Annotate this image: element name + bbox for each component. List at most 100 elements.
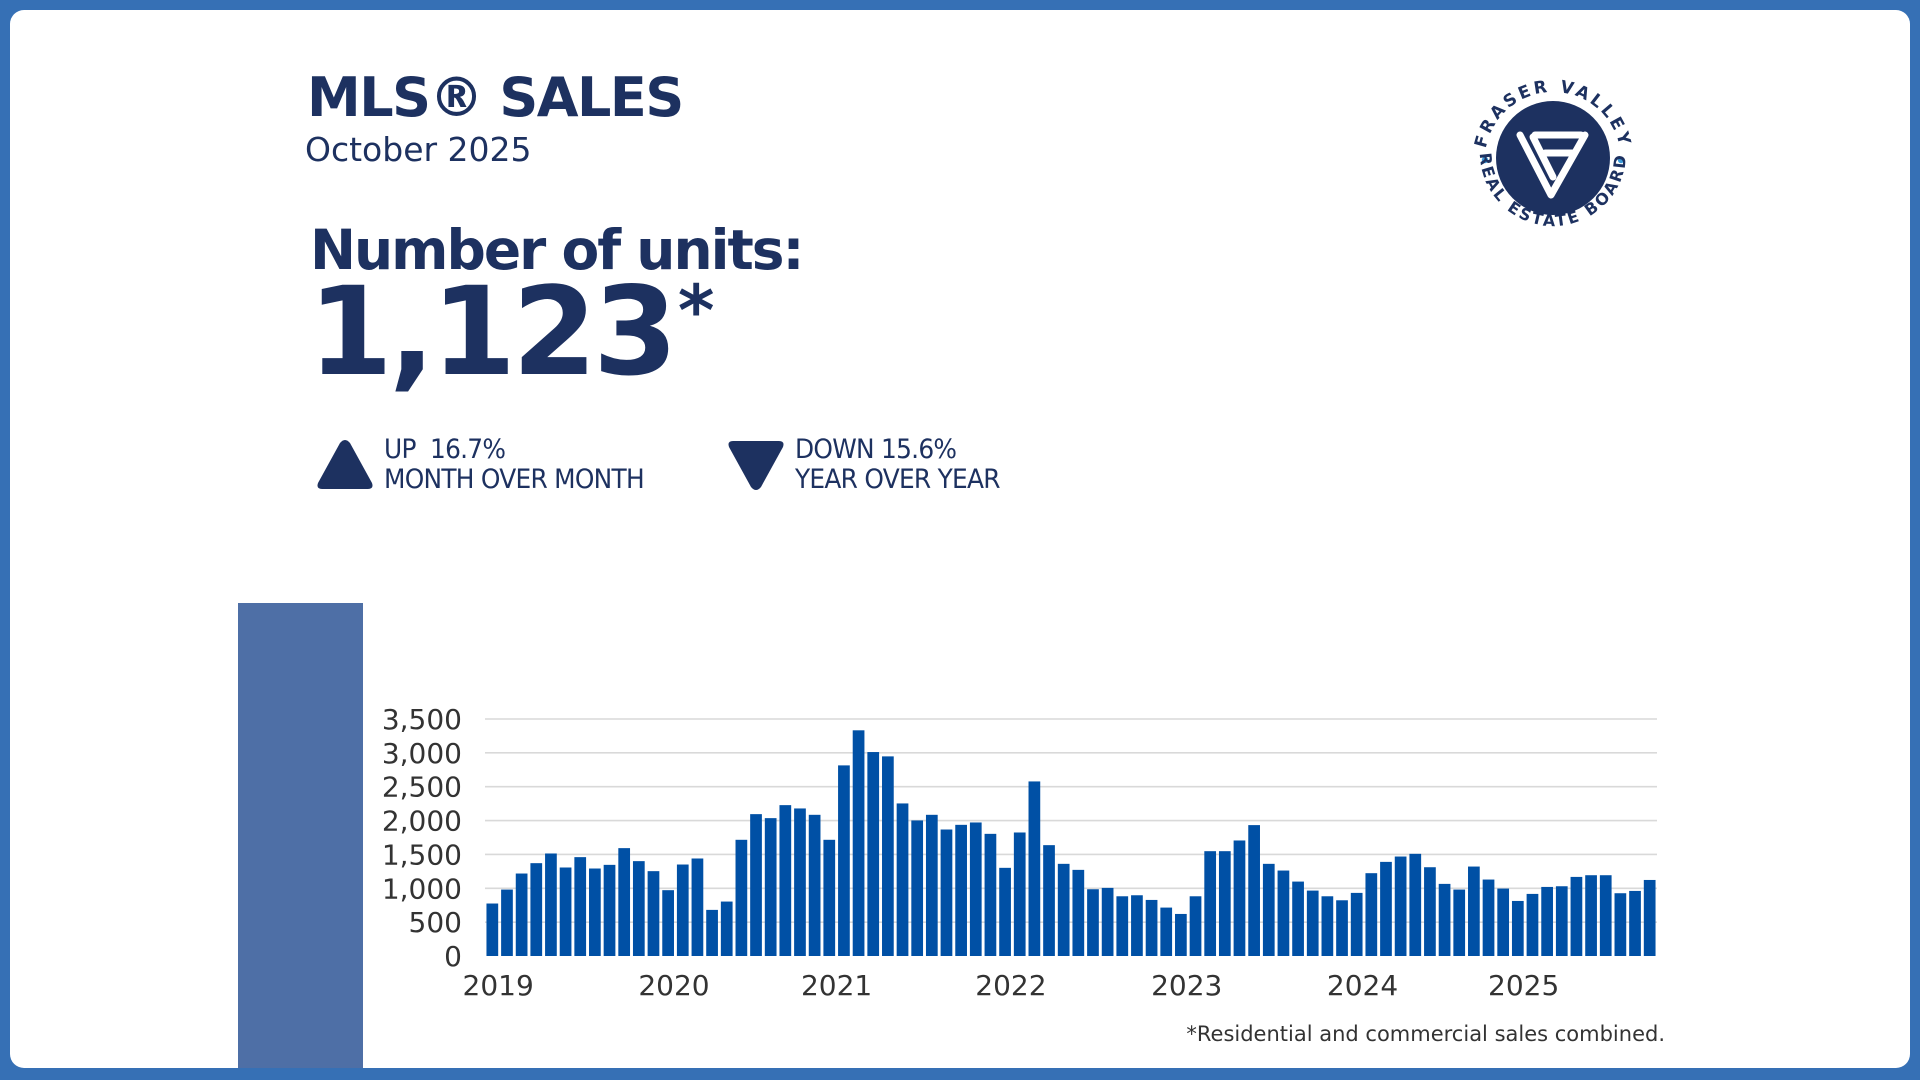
decorative-accent-bar — [238, 603, 363, 1068]
bar — [1277, 870, 1290, 956]
chart-x-axis: 2019 2020 2021 2022 2023 2024 2025 — [463, 969, 1560, 1002]
bar — [1614, 893, 1627, 956]
chart-bars — [486, 730, 1656, 956]
x-tick-label: 2020 — [638, 969, 709, 1002]
bar — [1101, 887, 1114, 956]
fvreb-logo: FRASER VALLEY REAL ESTATE BOARD — [1463, 65, 1643, 250]
bar — [1013, 832, 1026, 956]
bar — [720, 901, 733, 956]
bar — [925, 814, 938, 956]
y-tick-label: 3,000 — [382, 737, 462, 770]
bar — [559, 867, 572, 956]
bar — [808, 814, 821, 956]
mom-value: UP 16.7% — [384, 434, 506, 465]
bar — [1248, 825, 1260, 956]
bar — [750, 814, 762, 956]
y-tick-label: 2,000 — [382, 805, 462, 838]
bar — [1116, 896, 1129, 956]
bar — [545, 853, 557, 956]
bar — [1468, 866, 1480, 956]
bar — [1438, 883, 1451, 956]
period-subtitle: October 2025 — [305, 130, 532, 169]
bar — [1570, 876, 1583, 956]
bar — [779, 805, 792, 956]
chart-gridlines — [485, 718, 1657, 923]
bar — [1145, 899, 1158, 956]
bar — [515, 873, 528, 956]
bar — [1175, 913, 1187, 956]
yoy-value: DOWN 15.6% — [795, 434, 957, 465]
y-tick-label: 1,000 — [382, 872, 462, 905]
bar — [589, 868, 601, 956]
bar — [1233, 840, 1246, 956]
bar — [647, 871, 660, 956]
bar — [1555, 886, 1568, 956]
x-tick-label: 2023 — [1151, 969, 1222, 1002]
bar — [1453, 889, 1466, 956]
bar — [735, 839, 748, 956]
bar — [882, 756, 894, 956]
year-over-year-change: DOWN 15.6% YEAR OVER YEAR — [727, 435, 1018, 495]
bar — [1043, 845, 1055, 956]
bar — [1380, 861, 1392, 956]
bar — [1629, 890, 1641, 956]
bar — [764, 818, 777, 956]
footnote: *Residential and commercial sales combin… — [1186, 1022, 1665, 1046]
bar — [999, 867, 1011, 956]
bar — [1424, 867, 1436, 956]
y-tick-label: 1,500 — [382, 838, 462, 871]
bar — [1409, 853, 1422, 956]
x-tick-label: 2019 — [463, 969, 534, 1002]
mom-label: MONTH OVER MONTH — [384, 464, 645, 495]
page-title: MLS® SALES — [307, 66, 684, 129]
bar — [1321, 896, 1334, 956]
logo-dot-left — [1481, 156, 1489, 164]
x-tick-label: 2022 — [975, 969, 1046, 1002]
triangle-down-icon — [727, 439, 785, 491]
y-tick-label: 500 — [409, 906, 462, 939]
logo-dot-right — [1617, 156, 1625, 164]
bar — [1365, 873, 1378, 956]
units-label: Number of units: — [310, 218, 804, 282]
y-tick-label: 2,500 — [382, 771, 462, 804]
bar — [1350, 892, 1363, 956]
bar — [1541, 886, 1553, 956]
bar — [984, 833, 997, 956]
bar — [955, 824, 967, 956]
bar — [1087, 889, 1099, 956]
bar — [1497, 888, 1510, 956]
fv-mark-icon — [1516, 131, 1589, 199]
bar — [1394, 856, 1407, 956]
bar — [676, 864, 689, 956]
triangle-up-icon — [316, 439, 374, 491]
bar — [574, 857, 587, 956]
bar — [1160, 907, 1173, 956]
bar — [1511, 900, 1524, 956]
units-asterisk: * — [677, 270, 715, 352]
bar — [969, 822, 982, 956]
bar — [603, 864, 616, 956]
bar — [794, 808, 806, 956]
bar — [1218, 851, 1231, 956]
bar — [691, 858, 704, 956]
x-tick-label: 2025 — [1488, 969, 1559, 1002]
bar — [1204, 851, 1217, 956]
bar — [501, 889, 513, 956]
units-value: 1,123* — [308, 265, 715, 399]
bar — [530, 863, 543, 956]
bar — [867, 752, 880, 956]
bar — [823, 839, 836, 956]
bar — [1057, 863, 1070, 956]
bar — [1262, 863, 1275, 956]
bar — [1189, 896, 1202, 956]
bar — [486, 903, 499, 956]
bar — [1336, 900, 1348, 956]
y-tick-label: 3,500 — [382, 703, 462, 736]
month-over-month-change: UP 16.7% MONTH OVER MONTH — [316, 435, 667, 495]
infographic-card: MLS® SALES October 2025 Number of units:… — [10, 10, 1910, 1068]
bar — [1131, 895, 1143, 956]
yoy-label: YEAR OVER YEAR — [795, 464, 1001, 495]
bar — [618, 848, 631, 956]
bar — [1599, 875, 1612, 956]
